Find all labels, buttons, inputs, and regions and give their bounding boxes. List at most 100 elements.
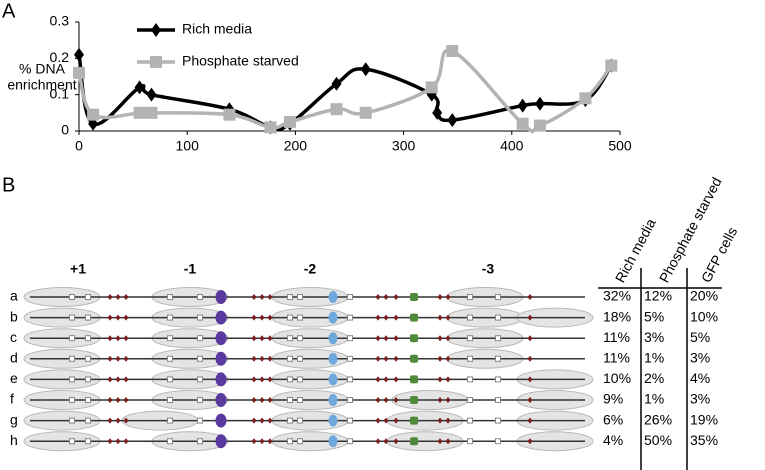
site [69, 376, 75, 383]
site [375, 355, 381, 362]
site [347, 438, 353, 445]
nucleosome-label: +1 [70, 261, 86, 277]
site [197, 314, 203, 321]
site [197, 397, 203, 403]
site [197, 335, 203, 342]
site [467, 355, 473, 362]
site [123, 417, 129, 424]
site [347, 314, 353, 321]
table-cell: 5% [644, 308, 664, 324]
site [445, 355, 451, 362]
site [85, 335, 91, 342]
site [85, 397, 91, 403]
x-tick-label: 100 [176, 138, 200, 154]
site [287, 355, 293, 362]
site [383, 335, 389, 342]
site [259, 438, 265, 445]
row-label: e [10, 370, 18, 386]
site [115, 355, 121, 362]
table-cell: 10% [690, 308, 718, 324]
site [297, 355, 303, 362]
marker [146, 87, 157, 102]
site [437, 335, 443, 342]
table-cell: 11% [603, 350, 630, 366]
site [115, 314, 121, 321]
x-tick-label: 400 [500, 138, 524, 154]
site [393, 335, 399, 342]
site [410, 334, 418, 343]
site [328, 394, 338, 406]
site [167, 335, 173, 342]
legend-label: Phosphate starved [182, 53, 299, 69]
marker [517, 98, 528, 113]
marker [425, 81, 438, 94]
table-cell: 3% [690, 391, 710, 407]
site [375, 314, 381, 321]
site [287, 335, 293, 342]
site [410, 396, 418, 404]
site [297, 397, 303, 403]
site [467, 376, 473, 383]
site [467, 417, 473, 424]
site [445, 314, 451, 321]
site [107, 438, 113, 445]
site [383, 438, 389, 445]
site [410, 416, 418, 425]
site [527, 376, 533, 383]
site [69, 355, 75, 362]
site [215, 331, 227, 346]
y-tick-label: 0.2 [50, 49, 70, 65]
site [167, 355, 173, 362]
table-cell: 5% [690, 329, 710, 345]
site [251, 397, 257, 403]
marker [87, 108, 100, 121]
x-tick-label: 0 [75, 138, 83, 154]
site [297, 335, 303, 342]
table-cell: 4% [603, 432, 623, 448]
table-cell: 12% [644, 288, 672, 304]
site [123, 397, 129, 403]
site [197, 376, 203, 383]
site [215, 413, 227, 428]
site [251, 376, 257, 383]
site [69, 294, 75, 300]
table-cell: 10% [603, 370, 631, 386]
site [215, 290, 227, 304]
table-cell: 35% [690, 432, 718, 448]
table-cell: 9% [603, 391, 623, 407]
site [467, 397, 473, 403]
site [297, 376, 303, 383]
table-cell: 3% [644, 329, 664, 345]
site [410, 354, 418, 363]
site [259, 417, 265, 424]
site [115, 294, 121, 300]
site [328, 352, 338, 365]
column-header: GFP cells [698, 224, 741, 285]
table-cell: 3% [690, 350, 710, 366]
y-axis-label: enrichment [7, 77, 76, 93]
site [297, 438, 303, 445]
site [437, 355, 443, 362]
site [297, 417, 303, 424]
site [267, 417, 273, 424]
site [167, 376, 173, 383]
site [328, 291, 338, 303]
site [495, 314, 501, 321]
table-cell: 26% [644, 411, 672, 427]
site [375, 397, 381, 403]
table-cell: 4% [690, 370, 710, 386]
site [85, 294, 91, 300]
table-cell: 18% [603, 308, 631, 324]
site [375, 294, 381, 300]
site [328, 311, 338, 324]
site [85, 314, 91, 321]
site [383, 314, 389, 321]
site [107, 417, 113, 424]
site [495, 397, 501, 403]
site [167, 417, 173, 424]
site [69, 397, 75, 403]
site [297, 314, 303, 321]
site [259, 355, 265, 362]
nucleosome-label: -2 [304, 261, 317, 277]
site [123, 294, 129, 300]
